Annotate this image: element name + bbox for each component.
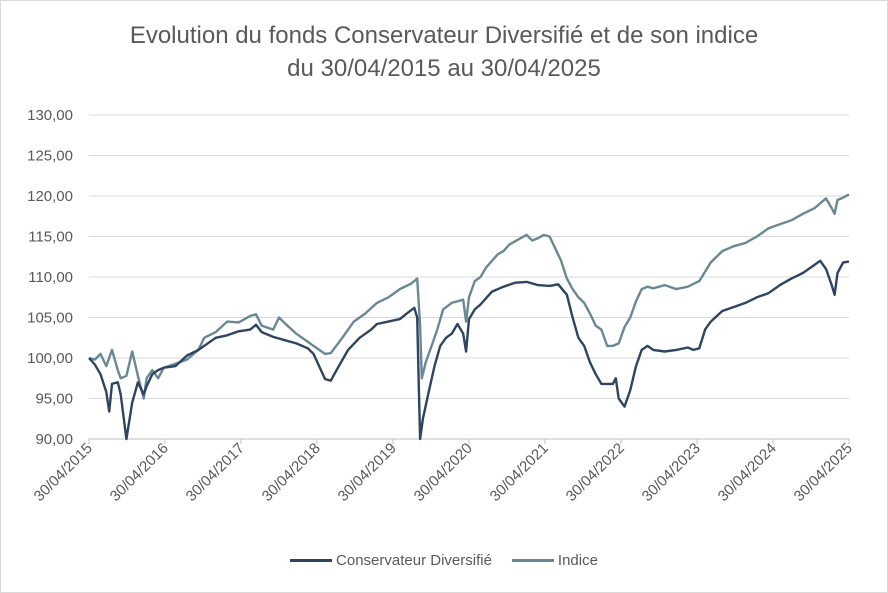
- series-line-index: [88, 193, 850, 400]
- series-line-fund: [88, 259, 850, 441]
- legend-swatch-fund: [290, 559, 333, 562]
- y-tick-label: 110,00: [28, 269, 73, 286]
- legend-label-fund: Conservateur Diversifié: [336, 552, 492, 569]
- y-tick-label: 90,00: [35, 431, 73, 448]
- x-tick-label: 30/04/2024: [715, 440, 780, 505]
- x-tick-label: 30/04/2023: [639, 440, 704, 505]
- chart-title-line-1: Evolution du fonds Conservateur Diversif…: [129, 22, 759, 49]
- x-tick-label: 30/04/2015: [31, 440, 96, 505]
- x-tick-label: 30/04/2022: [563, 440, 628, 505]
- chart-title-line-2: du 30/04/2015 au 30/04/2025: [287, 55, 601, 82]
- legend: Conservateur Diversifié Indice: [1, 552, 887, 569]
- x-tick-label: 30/04/2020: [411, 440, 476, 505]
- y-tick-label: 105,00: [27, 310, 73, 327]
- legend-item-fund: Conservateur Diversifié: [290, 552, 492, 569]
- x-tick-label: 30/04/2021: [487, 440, 552, 505]
- y-tick-label: 125,00: [27, 148, 73, 165]
- gridlines: [89, 114, 849, 399]
- series-lines: [88, 193, 850, 441]
- x-tick-label: 30/04/2018: [259, 440, 324, 505]
- chart-title: Evolution du fonds Conservateur Diversif…: [1, 19, 887, 85]
- x-tick-label: 30/04/2019: [335, 440, 400, 505]
- y-tick-label: 115,00: [28, 229, 73, 246]
- y-axis-tick-labels: 90,00 95,00 100,00 105,00 110,00 115,00 120,00…: [27, 107, 73, 448]
- legend-label-index: Indice: [557, 552, 598, 569]
- x-tick-label: 30/04/2016: [107, 440, 172, 505]
- x-axis: [88, 438, 850, 444]
- y-tick-label: 120,00: [27, 188, 73, 205]
- legend-swatch-index: [511, 559, 554, 562]
- y-tick-label: 130,00: [27, 107, 73, 124]
- y-tick-label: 95,00: [35, 391, 73, 408]
- y-tick-label: 100,00: [27, 350, 73, 367]
- legend-item-index: Indice: [511, 552, 598, 569]
- x-axis-tick-labels: 30/04/2015 30/04/2016 30/04/2017 30/04/2018…: [31, 440, 856, 505]
- x-tick-label: 30/04/2025: [791, 440, 856, 505]
- x-tick-label: 30/04/2017: [183, 440, 248, 505]
